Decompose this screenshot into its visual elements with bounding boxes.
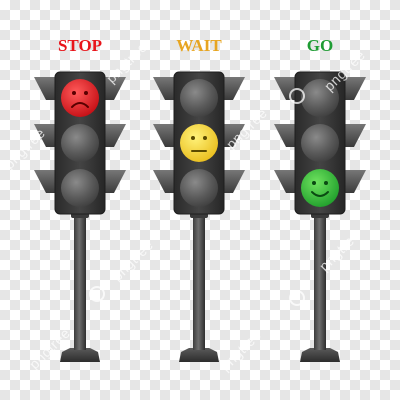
wait-label: WAIT [176, 36, 222, 55]
stop-light-base [60, 348, 100, 362]
watermark-text: pngtree [1, 125, 48, 172]
stop-light-pole [74, 214, 86, 350]
watermark-text: pngtree [103, 39, 150, 86]
wait-light-pole [193, 214, 205, 350]
go-light-pole [314, 214, 326, 350]
watermark-logo-icon [289, 88, 305, 104]
wait-traffic-light [153, 71, 245, 362]
stop-label: STOP [58, 36, 102, 55]
go-unlit-lamp-middle [301, 124, 339, 162]
go-light-base [300, 348, 340, 362]
stop-unlit-lamp-bottom [61, 169, 99, 207]
go-unlit-lamp-top [301, 79, 339, 117]
wait-unlit-lamp-top [180, 79, 218, 117]
go-label: GO [307, 36, 333, 55]
smiley-face-icon [301, 169, 339, 207]
watermark-text: pngtree [26, 325, 73, 372]
watermark-logo-icon [289, 290, 305, 306]
watermark-logo-icon [89, 286, 105, 302]
stop-unlit-lamp-middle [61, 124, 99, 162]
neutral-face-icon [180, 124, 218, 162]
wait-unlit-lamp-bottom [180, 169, 218, 207]
wait-light-base [179, 348, 219, 362]
watermark-text: pngtree [109, 237, 156, 284]
sad-face-icon [61, 79, 99, 117]
go-traffic-light [274, 71, 366, 362]
stop-traffic-light [34, 71, 126, 362]
watermark-text: pngtree [217, 327, 264, 374]
